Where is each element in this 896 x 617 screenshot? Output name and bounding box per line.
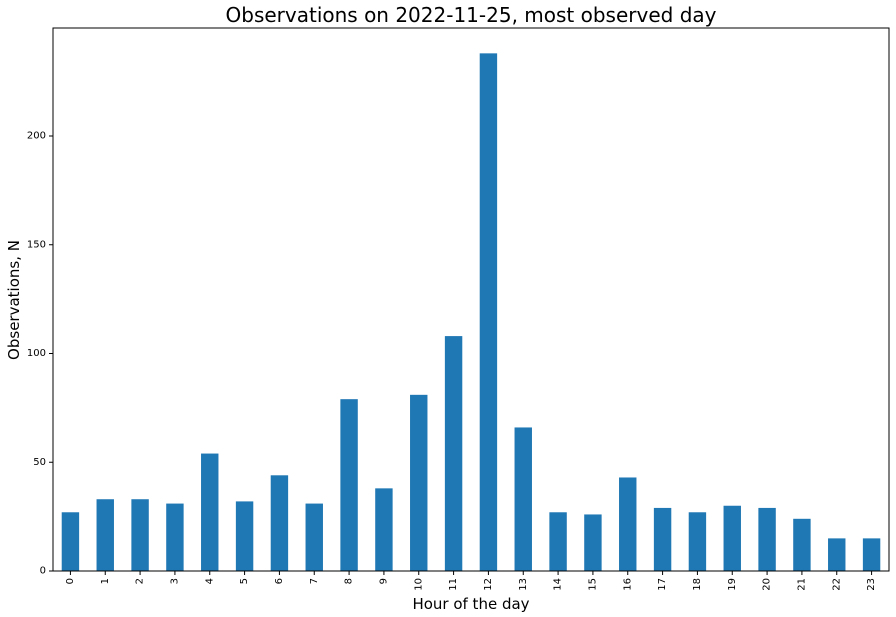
x-tick-label: 23	[866, 578, 877, 591]
x-tick-label: 13	[518, 578, 529, 591]
y-axis-label: Observations, N	[5, 240, 23, 360]
x-tick-label: 7	[309, 578, 320, 584]
bar-hour-12	[479, 53, 498, 572]
bar-hour-4	[201, 453, 219, 571]
x-tick-label: 6	[274, 578, 285, 584]
y-tick-label: 100	[27, 348, 46, 359]
bar-hour-21	[793, 518, 811, 571]
x-tick-label: 22	[831, 578, 842, 591]
bar-hour-23	[862, 538, 881, 571]
bar-hour-8	[340, 399, 358, 571]
chart-title: Observations on 2022-11-25, most observe…	[226, 3, 717, 27]
bar-hour-20	[758, 507, 776, 571]
x-tick-label: 5	[239, 578, 250, 584]
y-axis-ticks: 0 50 100 150 200	[27, 131, 53, 577]
bar-hour-7	[305, 503, 323, 571]
bar-hour-6	[270, 475, 289, 571]
bar-hour-13	[514, 427, 532, 571]
x-axis-ticks: 0 1 2 3 4 5 6 7 8 9 10 11 12 13 14 15 16 17 18 19 20 21 22 23	[65, 571, 877, 591]
x-tick-label: 1	[100, 578, 111, 584]
bar-hour-22	[828, 538, 846, 571]
bar-hour-19	[723, 505, 741, 571]
y-tick-label: 50	[33, 457, 46, 468]
x-tick-label: 0	[65, 578, 76, 584]
bar-hour-18	[688, 512, 707, 571]
x-tick-label: 12	[483, 578, 494, 591]
x-tick-label: 15	[587, 578, 598, 591]
bar-hour-5	[235, 501, 254, 571]
bar-hour-1	[96, 499, 114, 571]
bar-hour-10	[410, 394, 428, 571]
y-tick-label: 150	[27, 239, 46, 250]
y-tick-label: 200	[27, 131, 46, 142]
x-tick-label: 11	[448, 578, 459, 591]
x-axis-label: Hour of the day	[412, 595, 529, 613]
x-tick-label: 21	[796, 578, 807, 591]
x-tick-label: 14	[553, 578, 564, 591]
x-tick-label: 19	[727, 578, 738, 591]
bar-hour-14	[549, 512, 567, 571]
bar-hour-16	[619, 477, 637, 571]
x-tick-label: 10	[413, 578, 424, 591]
x-tick-label: 8	[344, 578, 355, 584]
bar-hour-3	[166, 503, 184, 571]
bars-group	[61, 53, 881, 572]
x-tick-label: 3	[169, 578, 180, 584]
x-tick-label: 9	[378, 578, 389, 584]
bar-hour-2	[131, 499, 149, 571]
x-tick-label: 18	[692, 578, 703, 591]
y-tick-label: 0	[40, 566, 46, 577]
x-tick-label: 20	[762, 578, 773, 591]
bar-hour-11	[444, 336, 463, 571]
plot-frame	[52, 27, 890, 572]
x-tick-label: 17	[657, 578, 668, 591]
x-tick-label: 2	[135, 578, 146, 584]
bar-hour-0	[61, 512, 80, 571]
bar-hour-17	[653, 507, 672, 571]
bar-hour-9	[375, 488, 393, 571]
x-tick-label: 4	[204, 578, 215, 584]
bar-hour-15	[584, 514, 602, 571]
x-tick-label: 16	[622, 578, 633, 591]
